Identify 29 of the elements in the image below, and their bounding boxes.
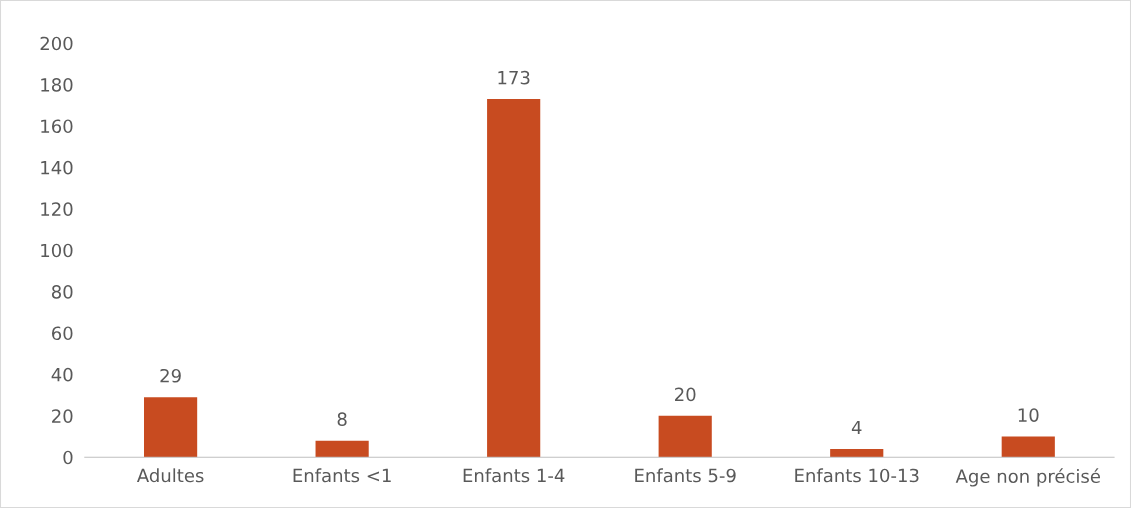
data-label: 10 (1018, 408, 1039, 422)
data-label: 20 (675, 387, 696, 402)
data-label: 29 (160, 368, 181, 383)
x-tick-label: Enfants 1-4 (463, 468, 565, 483)
y-tick-label: 20 (52, 409, 73, 423)
data-label: 4 (851, 420, 862, 435)
x-tick-label: Adultes (136, 468, 204, 483)
x-tick-label: Enfants 5-9 (635, 468, 736, 483)
data-label: 8 (337, 412, 347, 427)
data-label: 173 (498, 70, 530, 85)
bar (658, 415, 712, 458)
x-tick-label: Enfants 10-13 (795, 468, 919, 483)
y-tick-label: 160 (41, 119, 73, 134)
bar (144, 397, 198, 458)
y-tick-label: 180 (41, 78, 73, 92)
bar (315, 440, 369, 458)
x-tick-label: Age non précisé (955, 468, 1100, 487)
bar (487, 99, 541, 458)
x-tick-label: Enfants <1 (293, 468, 391, 483)
y-tick-label: 120 (41, 202, 73, 216)
y-tick-label: 60 (52, 326, 73, 341)
y-tick-label: 0 (63, 450, 73, 465)
bar (1001, 436, 1055, 458)
y-tick-label: 140 (41, 160, 73, 175)
y-tick-label: 200 (40, 36, 73, 51)
y-tick-label: 80 (51, 285, 73, 299)
y-tick-label: 40 (51, 367, 73, 382)
y-tick-label: 100 (41, 243, 73, 258)
bar (830, 448, 884, 458)
